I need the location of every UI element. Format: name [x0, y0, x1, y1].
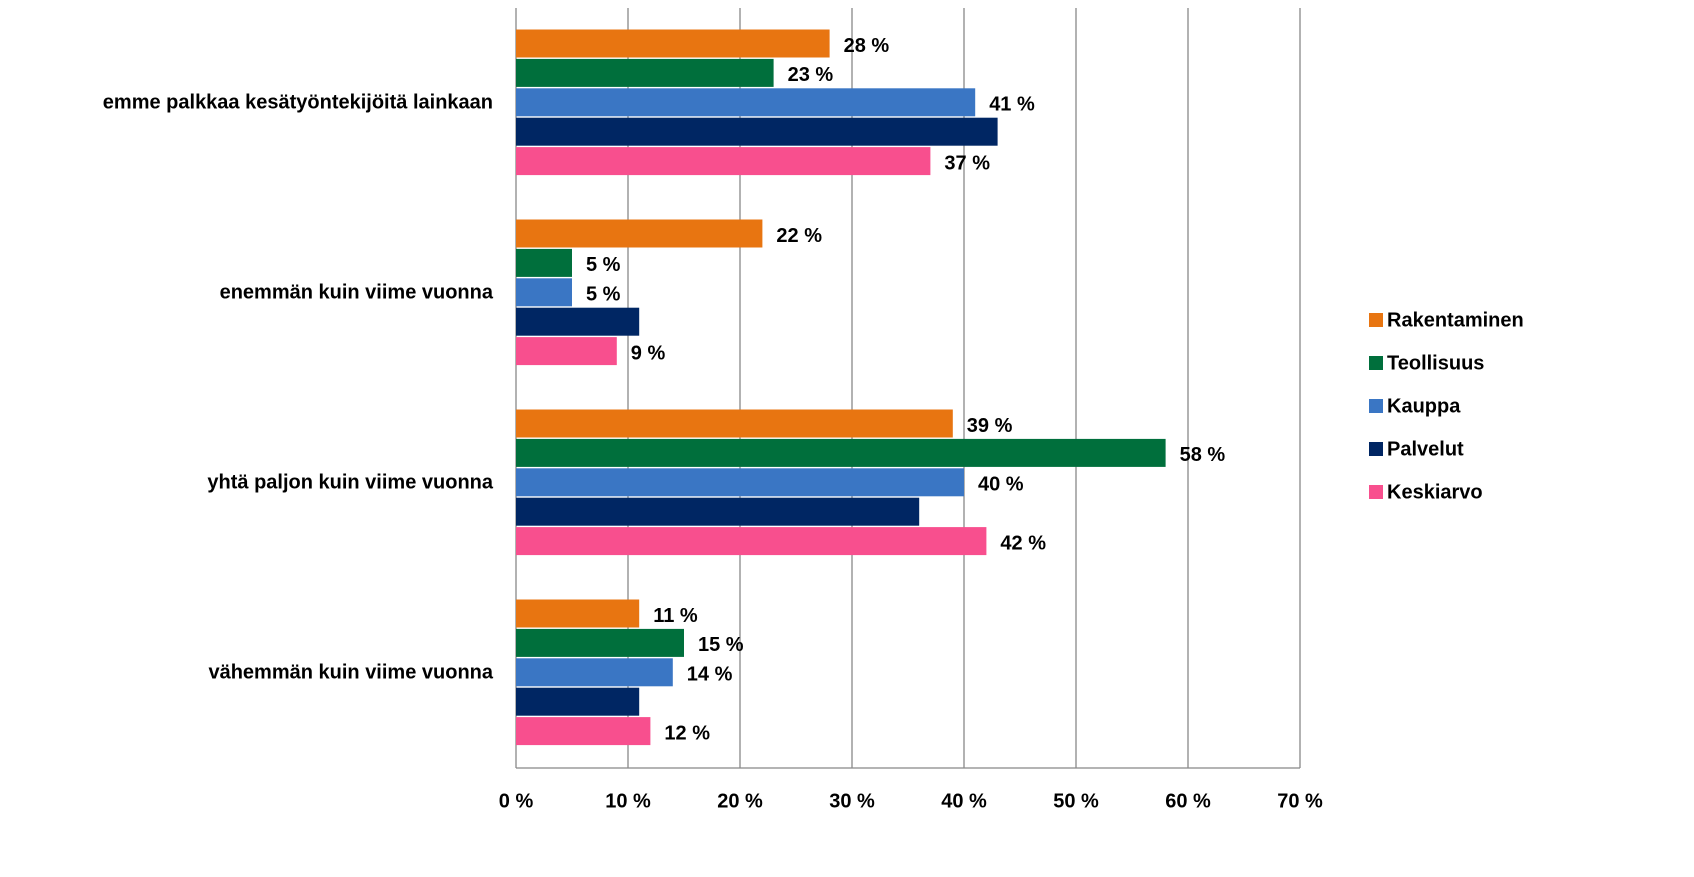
y-tick-label: vähemmän kuin viime vuonna: [208, 661, 493, 683]
data-label: 12 %: [664, 722, 710, 744]
bar: [516, 278, 572, 307]
bar: [516, 717, 651, 746]
legend-swatch: [1369, 356, 1383, 370]
bar: [516, 497, 920, 526]
x-tick-label: 50 %: [1053, 790, 1099, 812]
data-label: 5 %: [586, 284, 621, 306]
data-label: 9 %: [631, 342, 666, 364]
data-label: 40 %: [978, 474, 1024, 496]
data-label: 5 %: [586, 254, 621, 276]
bar: [516, 658, 673, 687]
x-tick-label: 10 %: [605, 790, 651, 812]
bar: [516, 29, 830, 58]
y-tick-label: enemmän kuin viime vuonna: [220, 281, 494, 303]
bar: [516, 147, 931, 176]
legend-label: Palvelut: [1387, 438, 1464, 460]
data-label: 37 %: [944, 152, 990, 174]
bar: [516, 307, 640, 336]
data-label: 58 %: [1180, 444, 1226, 466]
x-tick-label: 40 %: [941, 790, 987, 812]
legend-label: Rakentaminen: [1387, 309, 1524, 331]
x-tick-label: 20 %: [717, 790, 763, 812]
bar: [516, 409, 953, 438]
x-tick-label: 30 %: [829, 790, 875, 812]
bar: [516, 219, 763, 248]
bar: [516, 438, 1166, 467]
data-label: 15 %: [698, 634, 744, 656]
bar: [516, 628, 684, 657]
y-tick-label: emme palkkaa kesätyöntekijöitä lainkaan: [103, 91, 493, 113]
legend-swatch: [1369, 313, 1383, 327]
data-label: 41 %: [989, 94, 1035, 116]
bar: [516, 248, 572, 277]
legend-label: Keskiarvo: [1387, 481, 1483, 503]
bar: [516, 599, 640, 628]
x-tick-label: 0 %: [499, 790, 534, 812]
bar: [516, 687, 640, 716]
y-tick-label: yhtä paljon kuin viime vuonna: [207, 471, 493, 493]
data-label: 11 %: [653, 605, 698, 627]
data-label: 42 %: [1000, 532, 1046, 554]
data-label: 23 %: [788, 64, 834, 86]
data-label: 22 %: [776, 225, 822, 247]
bar: [516, 337, 617, 366]
data-label: 14 %: [687, 664, 733, 686]
legend-swatch: [1369, 399, 1383, 413]
data-label: 39 %: [967, 415, 1013, 437]
bar: [516, 527, 987, 556]
legend-label: Kauppa: [1387, 395, 1461, 417]
x-tick-label: 60 %: [1165, 790, 1211, 812]
legend-label: Teollisuus: [1387, 352, 1484, 374]
bar: [516, 58, 774, 87]
x-tick-label: 70 %: [1277, 790, 1323, 812]
bar: [516, 117, 998, 146]
data-label: 28 %: [844, 35, 890, 57]
bar: [516, 468, 964, 497]
legend-swatch: [1369, 442, 1383, 456]
legend-swatch: [1369, 485, 1383, 499]
bar: [516, 88, 976, 117]
